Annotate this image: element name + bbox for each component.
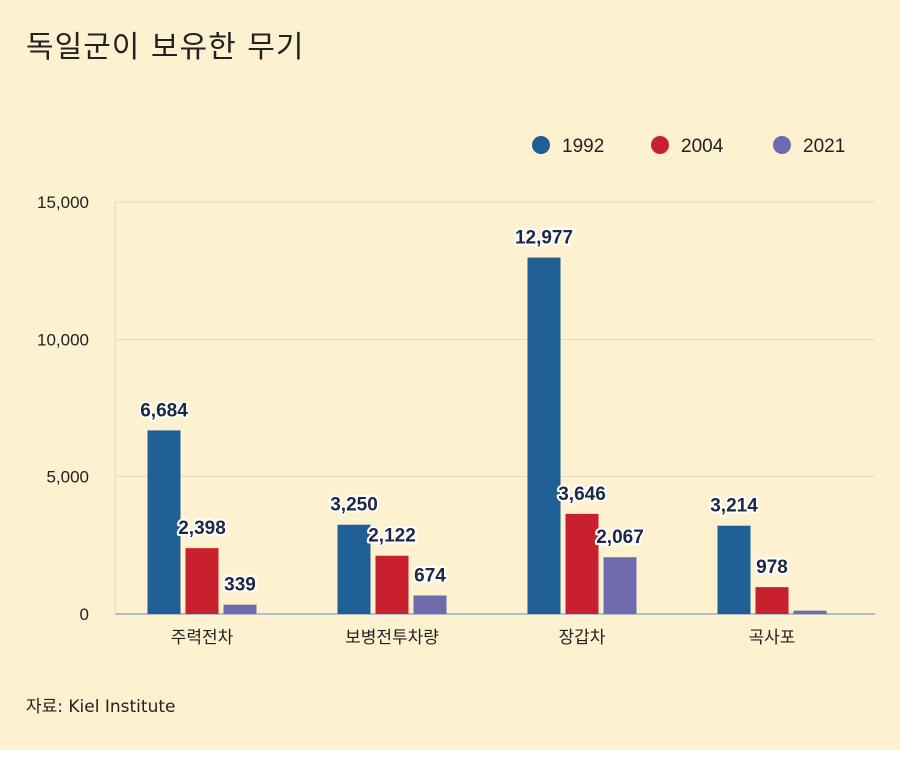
chart-panel: 독일군이 보유한 무기 자료: Kiel Institute — [0, 0, 900, 750]
bar-2004 — [755, 587, 789, 614]
bar-2004 — [565, 513, 599, 614]
bar-2021 — [223, 604, 257, 614]
legend-marker-2004 — [651, 136, 669, 154]
x-tick-label: 주력전차 — [171, 628, 234, 648]
bar-1992 — [147, 430, 181, 614]
bar-2004 — [185, 548, 219, 614]
data-label: 674 — [414, 565, 446, 586]
legend-marker-2021 — [773, 136, 791, 154]
legend-marker-1992 — [532, 136, 550, 154]
x-tick-label: 장갑차 — [559, 628, 606, 648]
data-label: 6,684 — [140, 400, 188, 421]
data-label: 2,398 — [178, 518, 226, 539]
data-label: 2,067 — [596, 527, 644, 548]
y-tick-label: 0 — [80, 605, 89, 624]
data-label: 978 — [756, 557, 788, 578]
x-tick-label: 보병전투차량 — [345, 628, 439, 648]
y-tick-label: 5,000 — [46, 468, 89, 487]
y-tick-label: 10,000 — [37, 330, 89, 349]
data-label: 339 — [224, 575, 256, 596]
x-tick-label: 곡사포 — [749, 628, 796, 648]
bar-1992 — [717, 525, 751, 614]
bar-2021 — [603, 557, 637, 614]
bar-1992 — [527, 257, 561, 614]
y-tick-label: 15,000 — [37, 193, 89, 212]
data-label: 3,214 — [710, 496, 758, 517]
chart-title: 독일군이 보유한 무기 — [26, 30, 305, 65]
bar-1992 — [337, 524, 371, 614]
bar-2004 — [375, 555, 409, 614]
data-label: 2,122 — [368, 526, 416, 547]
chart-source: 자료: Kiel Institute — [26, 697, 176, 717]
legend-label: 2021 — [803, 136, 845, 157]
data-label: 3,250 — [330, 495, 378, 516]
data-label: 12,977 — [515, 228, 573, 249]
legend-label: 2004 — [681, 136, 724, 157]
bar-2021 — [793, 610, 827, 614]
data-label: 3,646 — [558, 484, 606, 505]
legend-label: 1992 — [562, 136, 604, 157]
bar-2021 — [413, 595, 447, 614]
